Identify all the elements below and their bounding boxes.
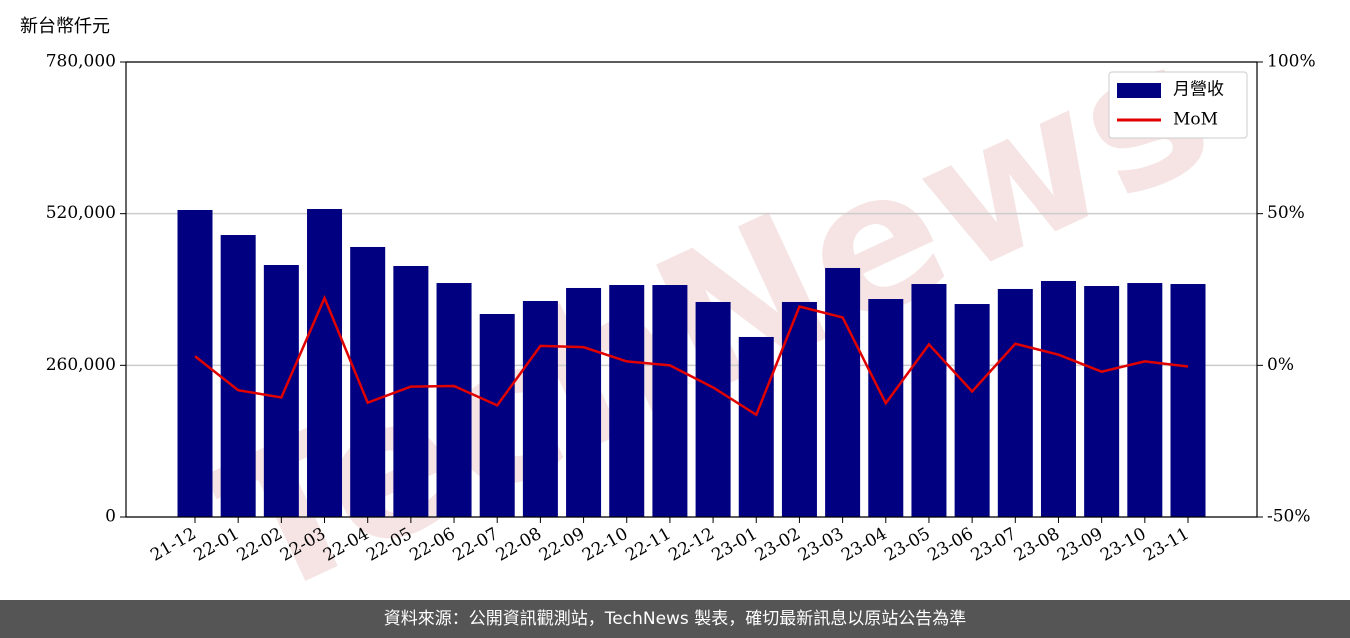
bar (307, 209, 343, 517)
bar (1084, 286, 1120, 517)
x-tick-label: 23-05 (881, 524, 933, 566)
x-tick-label: 22-11 (622, 524, 674, 566)
x-tick-label: 23-04 (838, 524, 890, 566)
bar (479, 314, 515, 517)
legend-label: 月營收 (1173, 80, 1224, 100)
x-tick-label: 21-12 (147, 524, 199, 566)
x-tick-label: 22-10 (579, 524, 631, 566)
x-tick-label: 23-08 (1011, 524, 1063, 566)
x-tick-label: 23-10 (1097, 524, 1149, 566)
x-tick-label: 23-07 (968, 524, 1020, 566)
legend-swatch (1117, 83, 1161, 98)
bar (263, 265, 299, 517)
legend-label: MoM (1173, 110, 1218, 130)
bar (436, 283, 472, 517)
bar (652, 285, 688, 517)
x-tick-label: 22-12 (665, 524, 717, 566)
chart: 新台幣仟元 TechNews 0260,000520,000780,000-50… (20, 0, 1316, 600)
bar (522, 300, 558, 517)
bar (911, 284, 947, 517)
bar (695, 301, 731, 517)
y-tick-label: 520,000 (46, 203, 116, 223)
x-tick-label: 23-02 (752, 524, 804, 566)
plot-frame (125, 61, 1258, 518)
bar (177, 209, 213, 517)
bar (350, 246, 386, 517)
bar (566, 287, 602, 517)
x-tick-label: 23-01 (709, 524, 761, 566)
bar (1040, 280, 1076, 517)
y2-tick-label: 0% (1267, 355, 1294, 375)
bar (1170, 284, 1206, 517)
bar (868, 299, 904, 517)
bar (609, 285, 645, 517)
y2-tick-label: 50% (1267, 203, 1305, 223)
x-tick-label: 23-11 (1140, 524, 1192, 566)
y-tick-label: 0 (105, 507, 116, 527)
bar (997, 288, 1033, 517)
x-tick-label: 22-09 (536, 524, 588, 566)
y-unit-label: 新台幣仟元 (20, 16, 110, 37)
y-tick-label: 260,000 (46, 355, 116, 375)
x-tick-label: 23-09 (1054, 524, 1106, 566)
bar (825, 267, 861, 517)
bar (738, 336, 774, 517)
y-tick-label: 780,000 (46, 52, 116, 72)
y2-tick-label: 100% (1267, 52, 1316, 72)
bar (220, 235, 256, 517)
x-tick-label: 23-06 (924, 524, 976, 566)
y2-tick-label: -50% (1267, 507, 1311, 527)
bar (1127, 283, 1163, 517)
x-tick-label: 23-03 (795, 524, 847, 566)
x-tick-label: 22-01 (190, 524, 242, 566)
footer: 資料來源：公開資訊觀測站，TechNews 製表，確切最新訊息以原站公告為準 (0, 600, 1350, 638)
bar (954, 304, 990, 517)
line (194, 294, 1189, 417)
